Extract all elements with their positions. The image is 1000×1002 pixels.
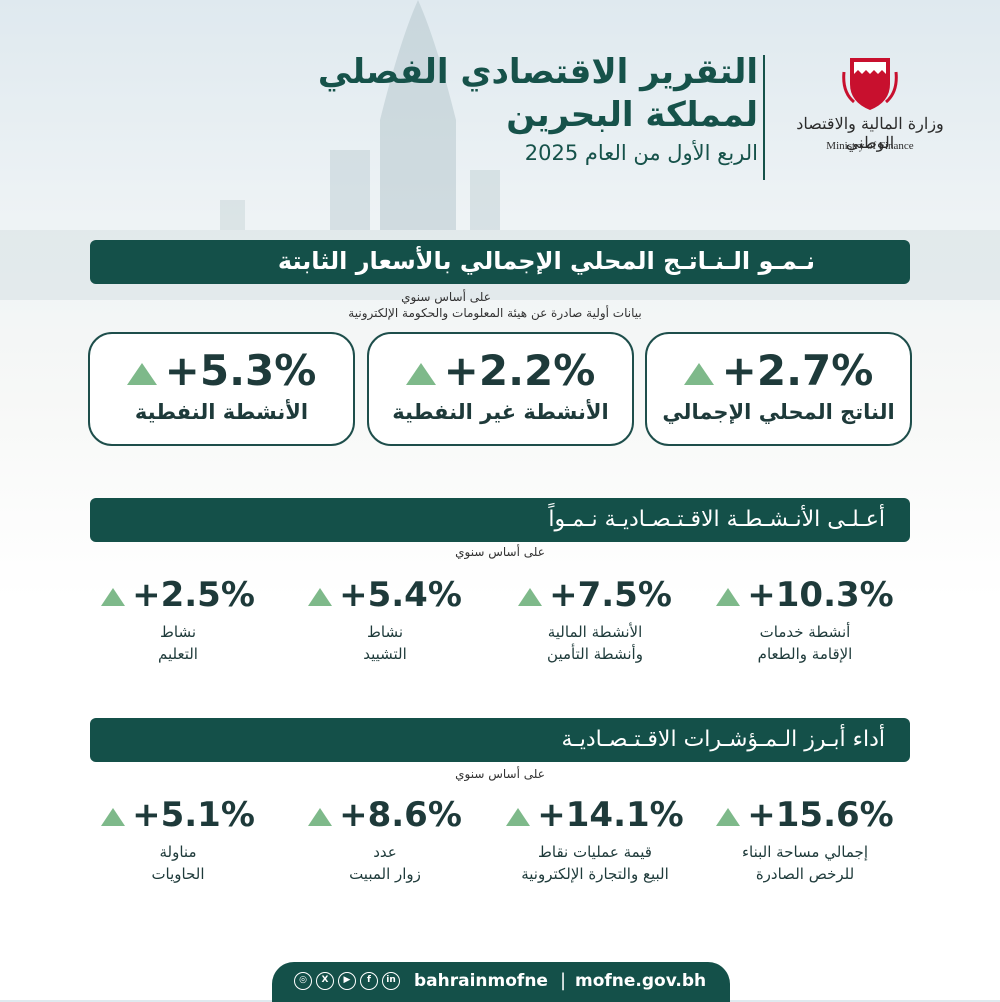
title-line-2: لمملكة البحرين [506,95,758,135]
header-divider [763,55,765,180]
indicator-value: +8.6% [339,795,462,835]
up-arrow-icon [716,587,741,606]
activity-value: +2.5% [132,575,255,615]
activity-label-2: التعليم [158,645,198,663]
gdp-source-note: بيانات أولية صادرة عن هيئة المعلومات وال… [348,306,642,320]
up-arrow-icon [506,807,531,826]
gdp-card-label: الناتج المحلي الإجمالي [662,400,895,424]
up-arrow-icon [126,362,157,385]
up-arrow-icon [308,587,333,606]
indicators-banner: أداء أبـرز الـمـؤشـرات الاقـتـصـاديـة [90,718,910,762]
bahrain-emblem-icon [842,58,898,110]
activity-item: +7.5% الأنشطة المالية وأنشطة التأمين [495,575,695,665]
indicator-label-1: مناولة [159,843,197,861]
report-period: الربع الأول من العام 2025 [524,141,758,165]
gdp-section-banner: نـمـو الـنـاتـج المحلي الإجمالي بالأسعار… [90,240,910,284]
website-link[interactable]: mofne.gov.bh [575,971,707,991]
gdp-card-non-oil: +2.2% الأنشطة غير النفطية [367,332,634,446]
ministry-name-en: Ministry of Finance [826,140,914,152]
indicator-label-2: زوار المبيت [349,865,421,883]
activity-label-1: نشاط [160,623,196,641]
indicator-item: +14.1% قيمة عمليات نقاط البيع والتجارة ال… [495,795,695,885]
activity-item: +2.5% نشاط التعليم [78,575,278,665]
gdp-card-value: +5.3% [90,346,353,395]
activity-label-1: الأنشطة المالية [547,623,643,641]
activity-label-2: وأنشطة التأمين [547,645,643,663]
gdp-basis: على أساس سنوي [401,290,491,304]
gdp-card-oil: +5.3% الأنشطة النفطية [88,332,355,446]
gdp-card-value: +2.7% [647,346,910,395]
indicators-basis: على أساس سنوي [455,767,545,781]
top-activities-banner: أعـلـى الأنـشـطـة الاقـتـصـاديـة نـمـواً [90,498,910,542]
linkedin-icon[interactable]: in [382,972,400,990]
activity-value: +7.5% [549,575,672,615]
instagram-icon[interactable]: ◎ [294,972,312,990]
indicator-item: +15.6% إجمالي مساحة البناء للرخص الصادرة [705,795,905,885]
up-arrow-icon [405,362,436,385]
activity-label-1: نشاط [367,623,403,641]
gdp-card-value: +2.2% [369,346,632,395]
indicator-value: +15.6% [747,795,894,835]
up-arrow-icon [683,362,714,385]
ministry-logo: وزارة المالية والاقتصاد الوطني Ministry … [770,52,970,162]
social-icons: ◎ X ▶ f in [294,972,400,992]
up-arrow-icon [518,587,543,606]
indicator-value: +5.1% [132,795,255,835]
ministry-name-ar: وزارة المالية والاقتصاد الوطني [796,114,944,152]
indicator-label-1: قيمة عمليات نقاط [538,843,652,861]
facebook-icon[interactable]: f [360,972,378,990]
indicator-label-2: البيع والتجارة الإلكترونية [521,865,669,883]
activity-value: +5.4% [339,575,462,615]
up-arrow-icon [716,807,741,826]
indicator-label-1: إجمالي مساحة البناء [741,843,868,861]
gdp-card-label: الأنشطة النفطية [134,400,309,424]
footer-separator: | [560,970,567,991]
activity-label-2: الإقامة والطعام [757,645,853,663]
activity-item: +10.3% أنشطة خدمات الإقامة والطعام [705,575,905,665]
top-activities-basis: على أساس سنوي [455,545,545,559]
indicator-item: +5.1% مناولة الحاويات [78,795,278,885]
indicator-label-1: عدد [373,843,397,861]
title-line-1: التقرير الاقتصادي الفصلي [317,52,758,92]
youtube-icon[interactable]: ▶ [338,972,356,990]
indicator-item: +8.6% عدد زوار المبيت [285,795,485,885]
social-handle[interactable]: bahrainmofne [414,971,548,991]
x-icon[interactable]: X [316,972,334,990]
footer-bar: ◎ X ▶ f in bahrainmofne | mofne.gov.bh [272,962,730,1002]
up-arrow-icon [308,807,333,826]
indicator-label-2: الحاويات [151,865,205,883]
indicator-value: +14.1% [537,795,684,835]
up-arrow-icon [101,807,126,826]
header: التقرير الاقتصادي الفصلي لمملكة البحرين … [317,50,970,190]
activity-value: +10.3% [747,575,894,615]
gdp-card-label: الأنشطة غير النفطية [392,400,609,424]
gdp-card-total: +2.7% الناتج المحلي الإجمالي [645,332,912,446]
activity-label-1: أنشطة خدمات [759,623,851,641]
up-arrow-icon [101,587,126,606]
indicator-label-2: للرخص الصادرة [755,865,855,883]
report-title: التقرير الاقتصادي الفصلي لمملكة البحرين … [317,50,758,170]
activity-item: +5.4% نشاط التشييد [285,575,485,665]
activity-label-2: التشييد [363,645,407,663]
